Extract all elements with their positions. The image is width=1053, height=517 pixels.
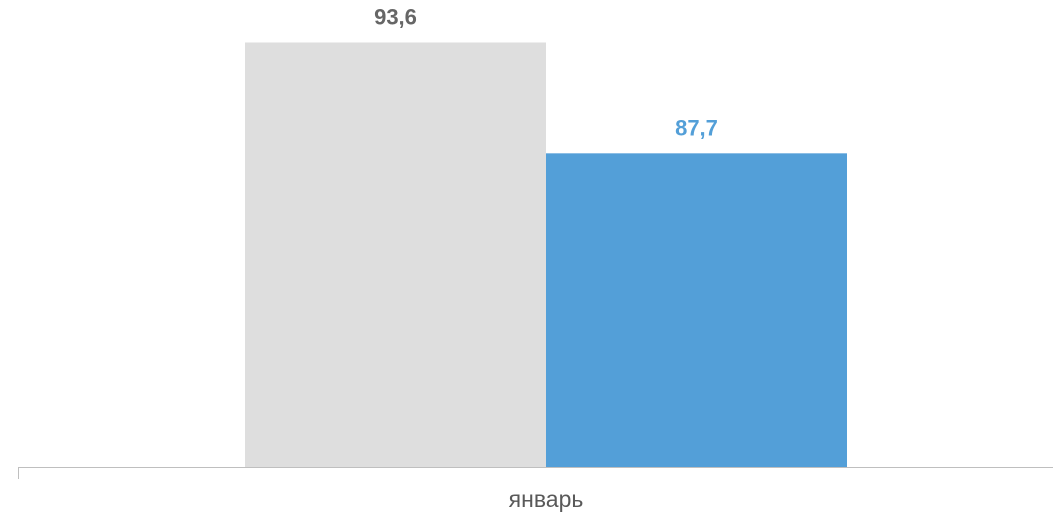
data-label-series-2: 87,7	[675, 115, 718, 140]
bar-series-1	[245, 42, 546, 468]
data-label-series-1: 93,6	[374, 5, 417, 30]
data-labels-layer: 93,6 87,7	[374, 5, 718, 141]
x-tick-label: январь	[509, 486, 584, 512]
bars-layer	[245, 42, 847, 468]
bar-series-2	[546, 153, 847, 467]
x-axis: январь	[18, 467, 1053, 512]
